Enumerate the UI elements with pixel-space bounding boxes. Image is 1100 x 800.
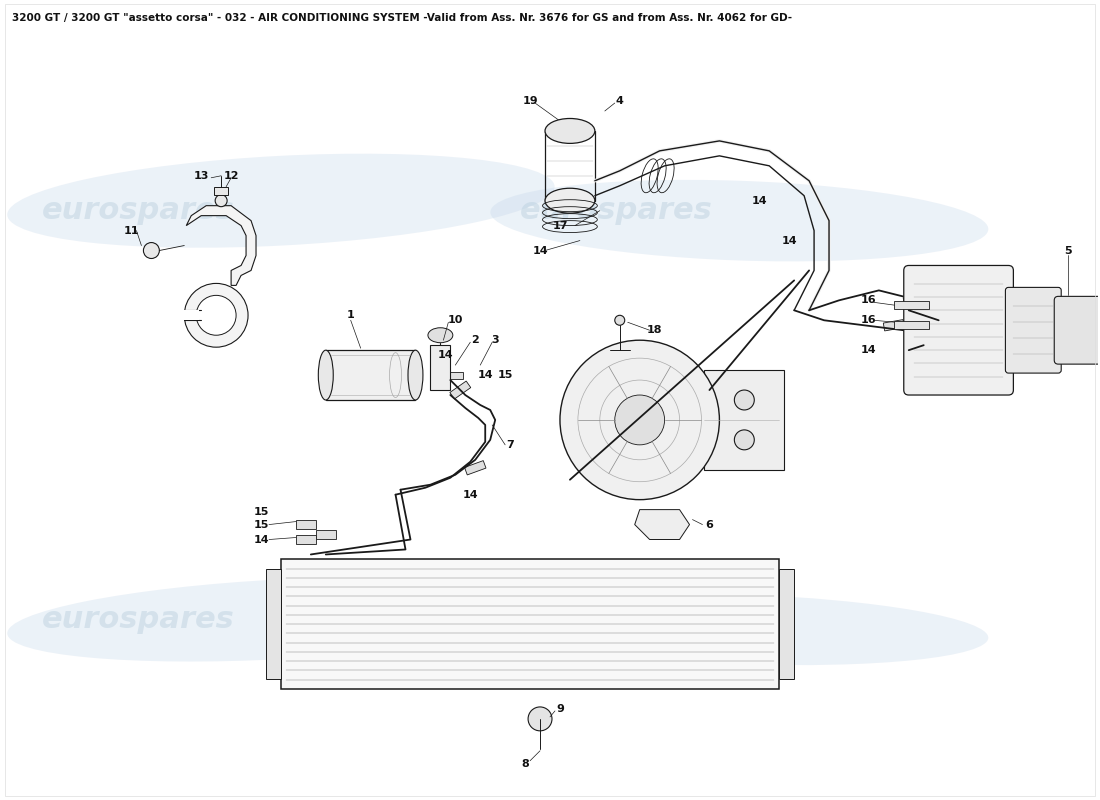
Circle shape	[935, 302, 943, 310]
Polygon shape	[903, 294, 924, 306]
Ellipse shape	[491, 180, 988, 262]
Text: 14: 14	[438, 350, 453, 360]
Text: 6: 6	[705, 519, 714, 530]
Bar	[280, 559, 779, 689]
Text: 10: 10	[448, 315, 463, 326]
Ellipse shape	[428, 328, 453, 342]
Text: 3: 3	[492, 335, 499, 346]
Text: 19: 19	[522, 96, 538, 106]
Ellipse shape	[491, 594, 988, 665]
Text: 16: 16	[861, 295, 877, 306]
Text: 3200 GT / 3200 GT "assetto corsa" - 032 - AIR CONDITIONING SYSTEM -Valid from As: 3200 GT / 3200 GT "assetto corsa" - 032 …	[12, 14, 792, 23]
Polygon shape	[448, 371, 463, 378]
Text: 5: 5	[1065, 246, 1072, 255]
Text: 4: 4	[616, 96, 624, 106]
Text: eurospares: eurospares	[520, 196, 713, 225]
Circle shape	[185, 283, 249, 347]
FancyBboxPatch shape	[1054, 296, 1100, 364]
Bar	[266, 570, 280, 679]
Text: 14: 14	[916, 275, 932, 286]
Circle shape	[945, 302, 953, 310]
Text: 11: 11	[123, 226, 140, 235]
Text: eurospares: eurospares	[520, 605, 713, 634]
Text: 15: 15	[253, 506, 268, 517]
Text: 18: 18	[647, 326, 662, 335]
Text: 14: 14	[751, 196, 767, 206]
Text: 14: 14	[477, 370, 493, 380]
Bar	[894, 322, 928, 330]
Bar	[182, 310, 199, 320]
Circle shape	[196, 295, 236, 335]
Polygon shape	[186, 206, 256, 286]
Circle shape	[560, 340, 719, 500]
Ellipse shape	[544, 188, 595, 213]
Circle shape	[735, 430, 755, 450]
Text: 13: 13	[194, 170, 209, 181]
Text: 2: 2	[472, 335, 480, 346]
Circle shape	[216, 194, 227, 206]
Text: eurospares: eurospares	[42, 196, 234, 225]
Circle shape	[735, 390, 755, 410]
Circle shape	[945, 322, 953, 330]
Bar	[214, 186, 228, 194]
Text: 15: 15	[253, 519, 268, 530]
Bar	[430, 345, 450, 390]
Ellipse shape	[544, 118, 595, 143]
Circle shape	[935, 322, 943, 330]
Bar	[704, 370, 784, 470]
Text: 14: 14	[781, 235, 798, 246]
Text: 14: 14	[253, 534, 268, 545]
Polygon shape	[635, 510, 690, 539]
Ellipse shape	[318, 350, 333, 400]
Text: 15: 15	[497, 370, 513, 380]
Text: 7: 7	[506, 440, 514, 450]
FancyBboxPatch shape	[904, 266, 1013, 395]
Text: 17: 17	[552, 221, 568, 230]
Ellipse shape	[8, 577, 554, 662]
FancyBboxPatch shape	[1005, 287, 1062, 373]
Bar	[779, 570, 794, 679]
Polygon shape	[296, 520, 316, 529]
Text: 14: 14	[532, 246, 548, 255]
Text: 14: 14	[462, 490, 478, 500]
Ellipse shape	[408, 350, 422, 400]
Text: 14: 14	[861, 345, 877, 355]
Circle shape	[615, 395, 664, 445]
Text: 8: 8	[521, 758, 529, 769]
Polygon shape	[296, 535, 316, 544]
Circle shape	[143, 242, 160, 258]
Ellipse shape	[8, 154, 554, 248]
Bar	[894, 302, 928, 310]
Text: 9: 9	[556, 704, 564, 714]
Polygon shape	[883, 320, 904, 331]
Text: eurospares: eurospares	[42, 605, 234, 634]
Polygon shape	[316, 530, 336, 539]
Polygon shape	[450, 381, 471, 399]
Circle shape	[528, 707, 552, 731]
Text: 12: 12	[223, 170, 239, 181]
Circle shape	[615, 315, 625, 326]
Polygon shape	[464, 461, 486, 475]
Text: 16: 16	[861, 315, 877, 326]
Text: 1: 1	[346, 310, 354, 320]
Bar	[326, 350, 416, 400]
